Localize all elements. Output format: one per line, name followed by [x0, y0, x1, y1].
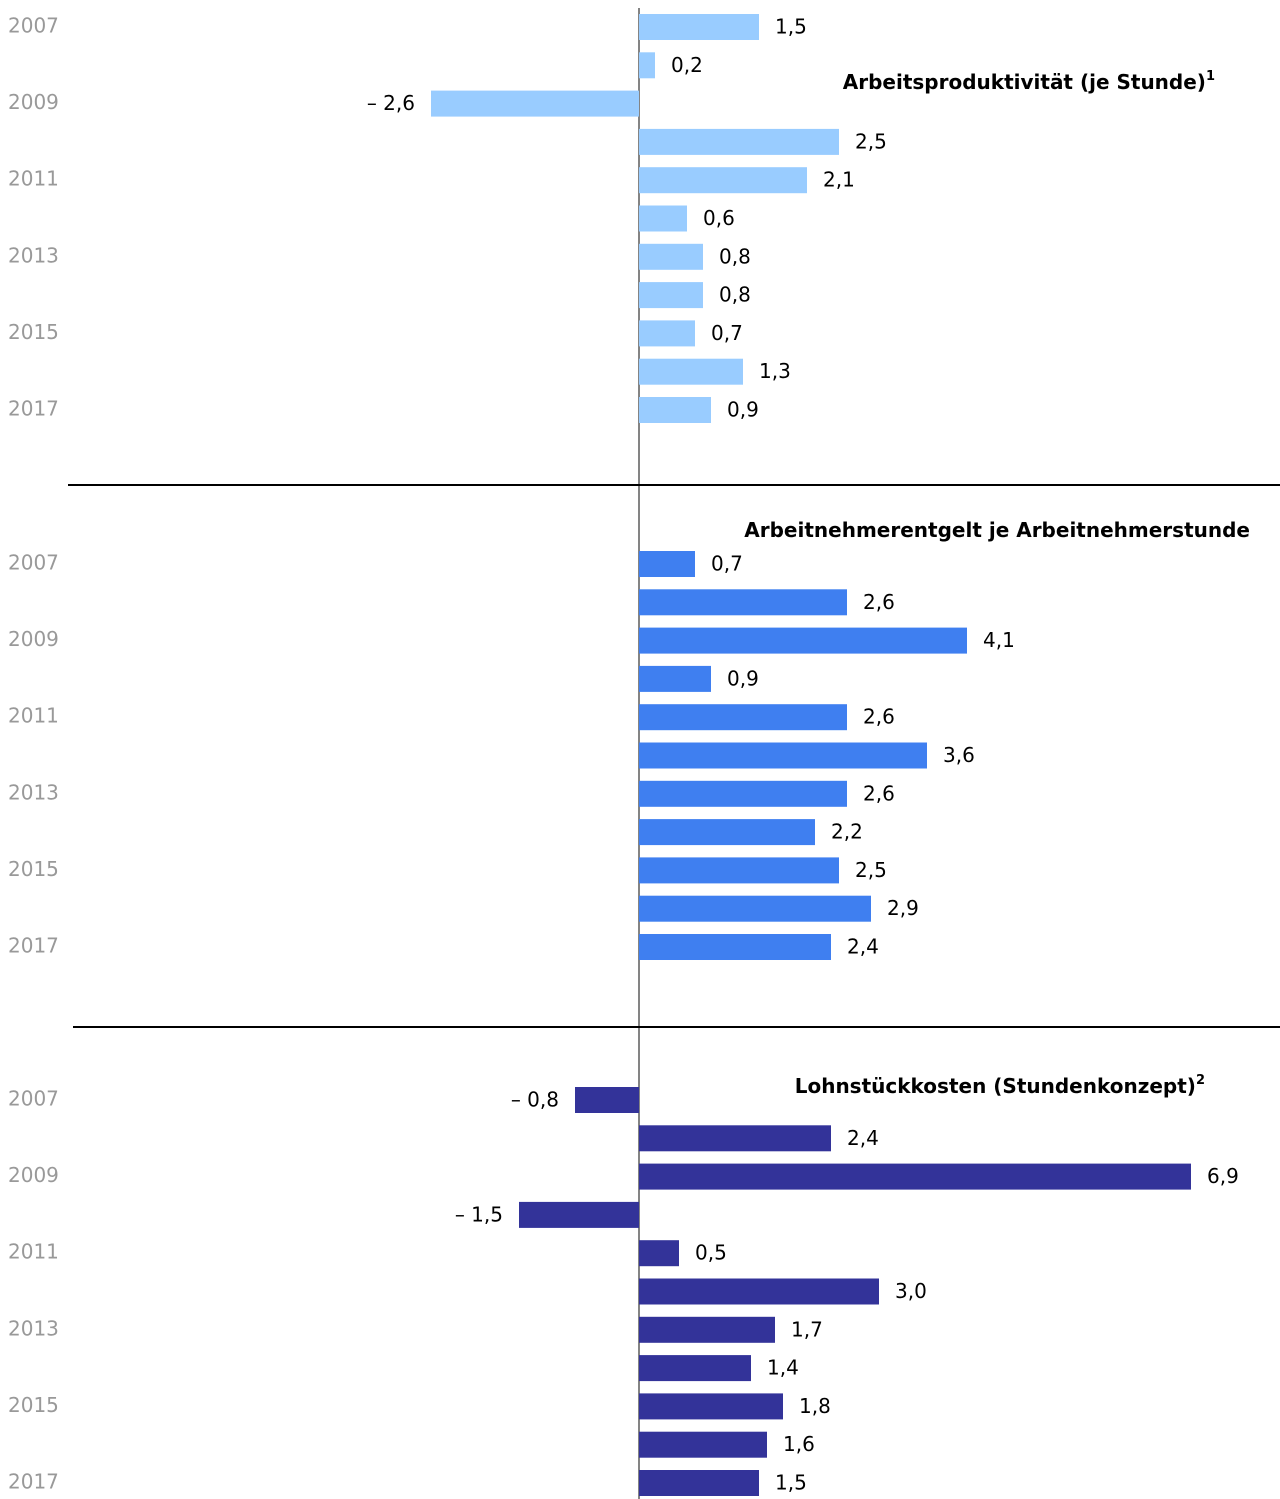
bar [639, 14, 759, 40]
value-label: 2,1 [823, 168, 855, 192]
bar [639, 52, 655, 79]
bar [639, 1278, 879, 1305]
value-label: 2,4 [847, 1126, 879, 1150]
value-label: 2,4 [847, 935, 879, 959]
bar [639, 704, 847, 731]
value-label: 6,9 [1207, 1164, 1239, 1188]
bar [639, 397, 711, 423]
title-text: Arbeitnehmerentgelt je Arbeitnehmerstund… [744, 518, 1250, 542]
y-tick-label: 2011 [8, 704, 59, 728]
value-label: 0,9 [727, 666, 759, 690]
value-label: 0,2 [671, 53, 703, 77]
value-label: 3,0 [895, 1279, 927, 1303]
bar [639, 1125, 831, 1152]
y-tick-label: 2009 [8, 90, 59, 114]
value-label: 2,2 [831, 820, 863, 844]
value-label: 0,8 [719, 283, 751, 307]
value-label: 1,7 [791, 1317, 823, 1341]
bar [639, 1355, 751, 1382]
value-label: 2,6 [863, 705, 895, 729]
value-label: 2,6 [863, 590, 895, 614]
bar [431, 90, 639, 117]
panel-title: Arbeitnehmerentgelt je Arbeitnehmerstund… [744, 518, 1250, 542]
y-tick-label: 2017 [8, 934, 59, 958]
value-label: – 1,5 [455, 1202, 503, 1226]
bar [639, 1393, 783, 1420]
bar [639, 1470, 759, 1496]
value-label: 1,8 [799, 1394, 831, 1418]
value-label: 0,7 [711, 552, 743, 576]
bar [639, 243, 703, 270]
y-tick-label: 2017 [8, 1470, 59, 1494]
value-label: 0,9 [727, 398, 759, 422]
bar [639, 665, 711, 692]
value-label: – 0,8 [511, 1088, 559, 1112]
bar [639, 934, 831, 960]
bar [639, 742, 927, 769]
bar [639, 627, 967, 654]
y-tick-label: 2013 [8, 1316, 59, 1340]
bar [639, 320, 695, 347]
value-label: 3,6 [943, 743, 975, 767]
value-label: 4,1 [983, 628, 1015, 652]
y-tick-label: 2011 [8, 167, 59, 191]
bar [639, 589, 847, 616]
title-footnote: 1 [1206, 69, 1215, 84]
y-tick-label: 2007 [8, 551, 59, 575]
y-tick-label: 2009 [8, 627, 59, 651]
bar [639, 780, 847, 807]
bar [639, 128, 839, 155]
bar [639, 205, 687, 232]
title-text: Arbeitsproduktivität (je Stunde) [843, 70, 1206, 94]
y-tick-label: 2013 [8, 780, 59, 804]
title-footnote: 2 [1196, 1073, 1205, 1088]
y-tick-label: 2007 [8, 1087, 59, 1111]
bar [639, 551, 695, 577]
y-tick-label: 2015 [8, 857, 59, 881]
y-tick-label: 2009 [8, 1163, 59, 1187]
value-label: 1,4 [767, 1356, 799, 1380]
bar [639, 1163, 1191, 1190]
title-text: Lohnstückkosten (Stundenkonzept) [795, 1074, 1196, 1098]
bar [639, 819, 815, 846]
value-label: 2,9 [887, 896, 919, 920]
value-label: 1,5 [775, 1471, 807, 1495]
value-label: 2,5 [855, 858, 887, 882]
bar [639, 857, 839, 884]
bar [639, 1316, 775, 1343]
y-tick-label: 2013 [8, 243, 59, 267]
bar [519, 1201, 639, 1228]
bar [639, 282, 703, 309]
panel-title: Arbeitsproduktivität (je Stunde)1 [843, 69, 1215, 94]
value-label: 1,3 [759, 359, 791, 383]
value-label: 0,8 [719, 244, 751, 268]
value-label: 1,5 [775, 15, 807, 39]
value-label: 1,6 [783, 1432, 815, 1456]
y-tick-label: 2011 [8, 1240, 59, 1264]
value-label: 0,5 [695, 1241, 727, 1265]
y-tick-label: 2015 [8, 320, 59, 344]
value-label: 0,7 [711, 321, 743, 345]
bar [639, 895, 871, 922]
bar [639, 358, 743, 385]
bar [575, 1087, 639, 1113]
y-tick-label: 2015 [8, 1393, 59, 1417]
bar [639, 1240, 679, 1267]
value-label: 2,5 [855, 129, 887, 153]
panel-title: Lohnstückkosten (Stundenkonzept)2 [795, 1073, 1205, 1098]
y-tick-label: 2017 [8, 397, 59, 421]
y-tick-label: 2007 [8, 14, 59, 38]
value-label: 0,6 [703, 206, 735, 230]
bar [639, 1431, 767, 1458]
bar [639, 167, 807, 194]
value-label: 2,6 [863, 781, 895, 805]
value-label: – 2,6 [367, 91, 415, 115]
